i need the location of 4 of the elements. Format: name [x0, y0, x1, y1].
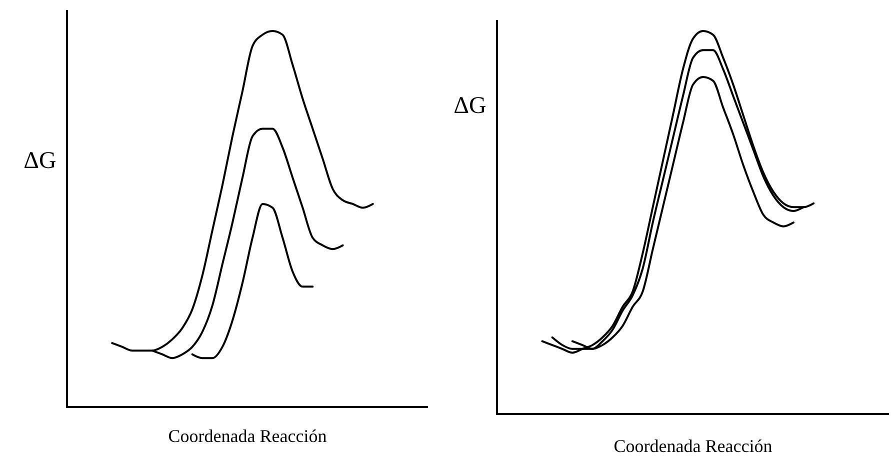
y-axis-title: ΔG — [454, 93, 486, 119]
x-axis-title: Coordenada Reacción — [168, 426, 327, 446]
y-axis-title: ΔG — [24, 148, 56, 174]
x-axis-title: Coordenada Reacción — [614, 436, 772, 456]
